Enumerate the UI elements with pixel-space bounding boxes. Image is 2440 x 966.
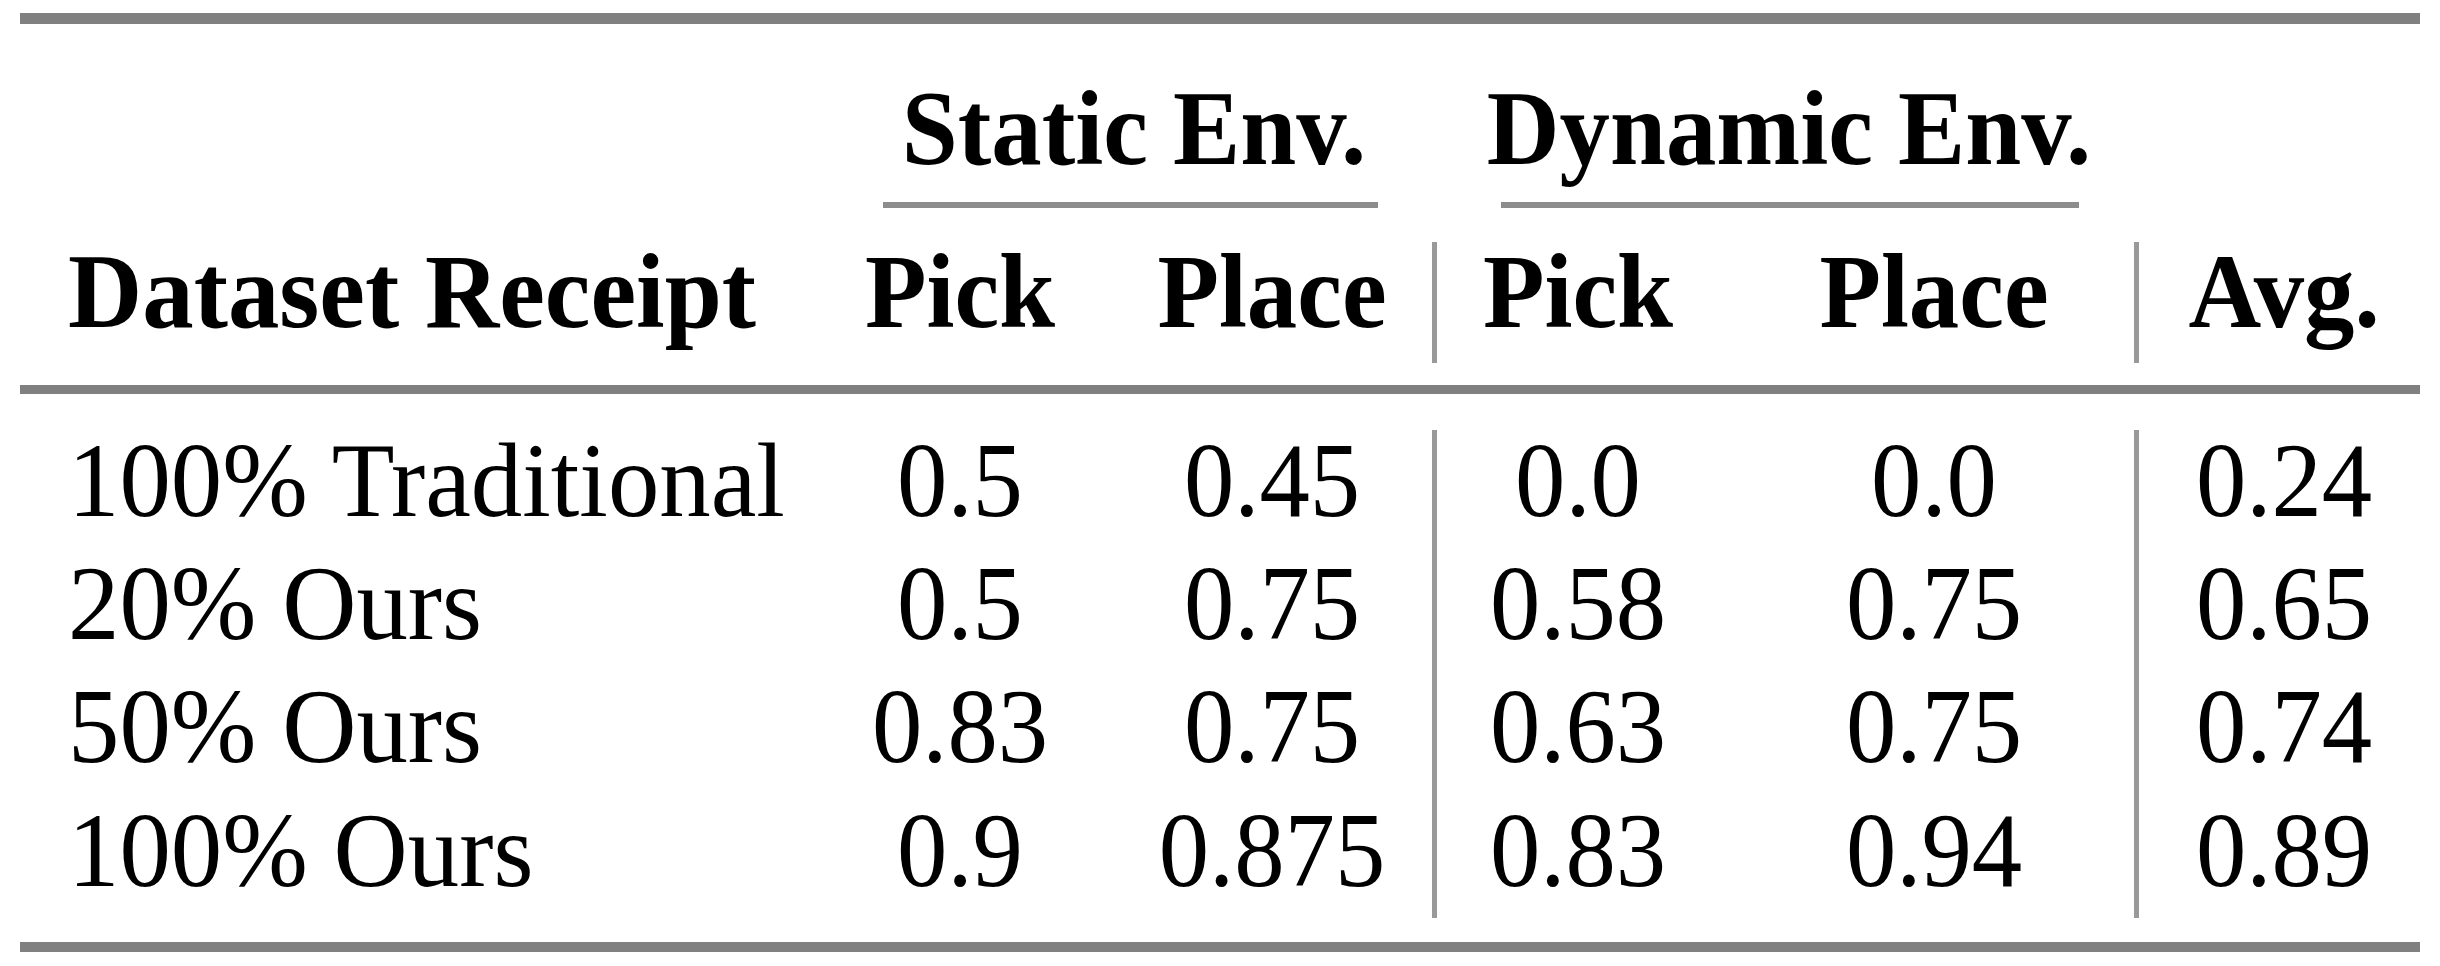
vertical-separator-avg-body [2134,430,2139,918]
row-label: 50% Ours [68,674,482,780]
column-header-dataset-receipt: Dataset Receipt [68,239,756,345]
vertical-separator-static-dynamic-header [1432,242,1437,363]
group-header-dynamic-env: Dynamic Env. [1487,76,2091,182]
group-header-static-env: Static Env. [902,76,1366,182]
cell-static-pick: 0.83 [872,674,1048,780]
cell-dynamic-pick: 0.58 [1490,551,1666,657]
static-group-cmidrule [883,202,1378,208]
cell-static-place: 0.875 [1159,798,1386,904]
cell-dynamic-place: 0.94 [1846,798,2022,904]
cell-avg: 0.65 [2196,551,2372,657]
cell-dynamic-place: 0.0 [1871,428,1997,534]
row-label: 20% Ours [68,551,482,657]
cell-static-place: 0.75 [1184,674,1360,780]
top-rule [20,13,2420,24]
vertical-separator-avg-header [2134,242,2139,363]
row-label: 100% Traditional [68,428,785,534]
cell-static-pick: 0.5 [897,428,1023,534]
cell-static-place: 0.75 [1184,551,1360,657]
column-header-static-place: Place [1157,239,1386,345]
dynamic-group-cmidrule [1501,202,2079,208]
cell-dynamic-place: 0.75 [1846,674,2022,780]
column-header-avg: Avg. [2188,239,2379,345]
cell-dynamic-pick: 0.83 [1490,798,1666,904]
bottom-rule [20,942,2420,952]
column-header-dynamic-pick: Pick [1483,239,1673,345]
cell-dynamic-pick: 0.63 [1490,674,1666,780]
results-table: Static Env. Dynamic Env. Dataset Receipt… [0,0,2440,966]
column-header-dynamic-place: Place [1819,239,2048,345]
row-label: 100% Ours [68,798,534,904]
cell-avg: 0.74 [2196,674,2372,780]
cell-dynamic-place: 0.75 [1846,551,2022,657]
cell-static-pick: 0.9 [897,798,1023,904]
column-header-static-pick: Pick [865,239,1055,345]
cell-dynamic-pick: 0.0 [1515,428,1641,534]
header-midrule [20,385,2420,394]
cell-avg: 0.89 [2196,798,2372,904]
cell-avg: 0.24 [2196,428,2372,534]
vertical-separator-static-dynamic-body [1432,430,1437,918]
cell-static-place: 0.45 [1184,428,1360,534]
cell-static-pick: 0.5 [897,551,1023,657]
